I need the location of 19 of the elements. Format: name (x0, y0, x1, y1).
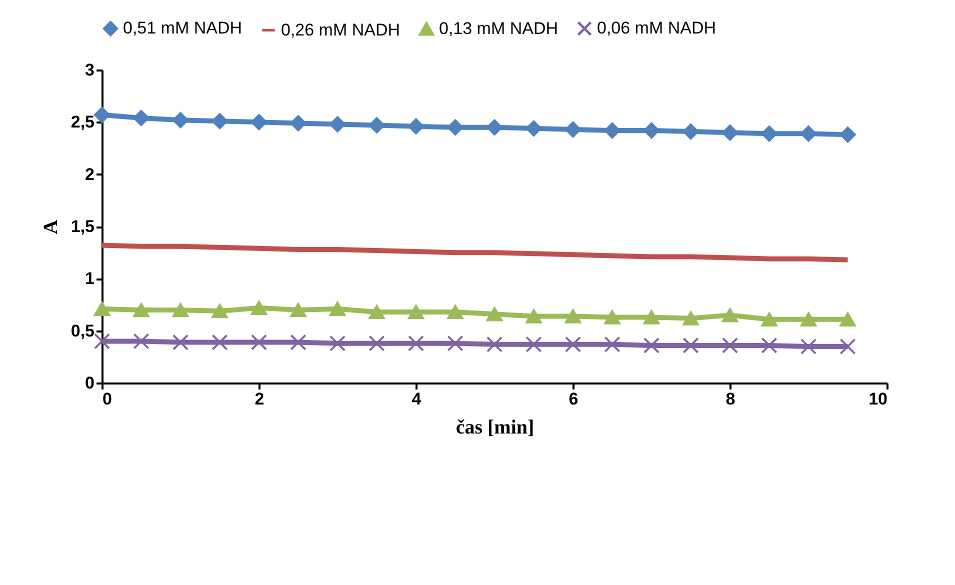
y-axis-title: A (40, 219, 62, 234)
legend-label: 0,51 mM NADH (123, 18, 242, 38)
y-tick-label: 2 (85, 164, 94, 184)
x-tick-label: 8 (726, 390, 736, 408)
x-axis-title: čas [min] (456, 416, 534, 438)
y-tick-label: 3 (85, 60, 94, 80)
x-tick-label: 4 (412, 390, 422, 408)
legend-label: 0,06 mM NADH (597, 18, 716, 38)
legend-label: 0,13 mM NADH (439, 19, 558, 38)
y-tick-label: 0 (85, 374, 94, 392)
y-tick-label: 0,5 (70, 321, 94, 340)
y-tick-label: 2,5 (70, 112, 94, 132)
x-tick-label: 10 (868, 390, 888, 408)
x-tick-label: 2 (254, 390, 264, 408)
x-tick-label: 0 (102, 390, 112, 408)
y-tick-label: 1,5 (70, 217, 94, 236)
x-tick-label: 6 (568, 390, 578, 408)
y-tick-label: 1 (85, 269, 94, 288)
legend-label: 0,26 mM NADH (281, 20, 400, 40)
